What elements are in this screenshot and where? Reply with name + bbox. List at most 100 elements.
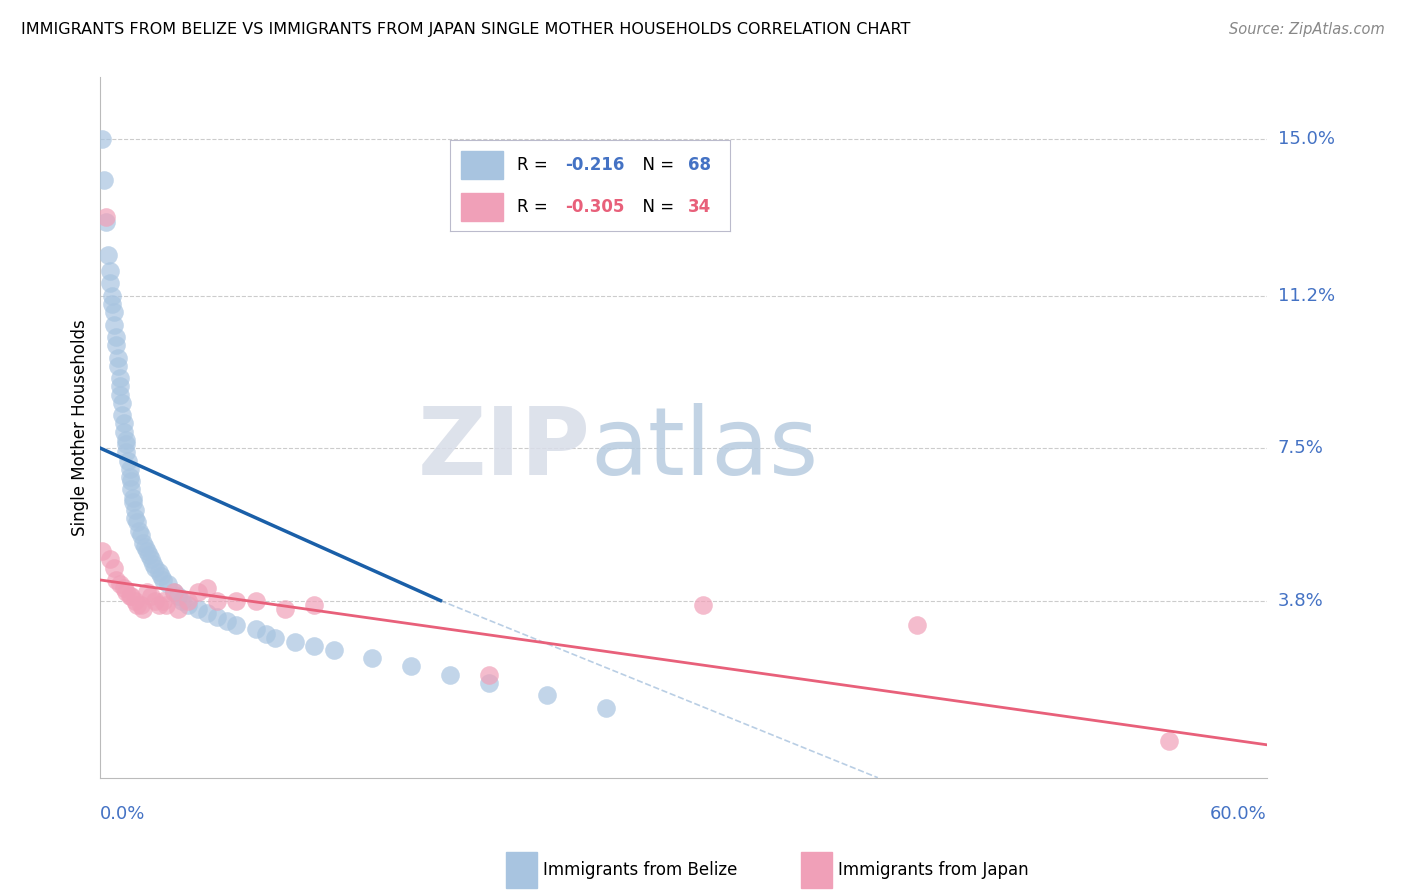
Point	[124, 593, 146, 607]
Point	[120, 483, 142, 497]
Point	[127, 516, 149, 530]
Point	[205, 593, 228, 607]
Text: atlas: atlas	[591, 402, 818, 494]
Point	[104, 330, 127, 344]
Text: Immigrants from Japan: Immigrants from Japan	[838, 861, 1029, 879]
Text: 11.2%: 11.2%	[1278, 286, 1334, 305]
Point	[127, 598, 149, 612]
Point	[149, 569, 172, 583]
Text: IMMIGRANTS FROM BELIZE VS IMMIGRANTS FROM JAPAN SINGLE MOTHER HOUSEHOLDS CORRELA: IMMIGRANTS FROM BELIZE VS IMMIGRANTS FRO…	[21, 22, 911, 37]
Point	[96, 214, 118, 228]
Point	[98, 277, 121, 291]
Point	[302, 598, 325, 612]
Point	[107, 351, 129, 365]
Point	[478, 676, 501, 690]
Point	[195, 581, 218, 595]
Point	[118, 470, 141, 484]
Point	[108, 371, 131, 385]
Text: Source: ZipAtlas.com: Source: ZipAtlas.com	[1229, 22, 1385, 37]
Point	[167, 590, 190, 604]
Point	[120, 590, 142, 604]
Point	[284, 634, 307, 648]
Point	[96, 211, 118, 225]
Point	[139, 552, 162, 566]
Point	[225, 593, 247, 607]
Point	[136, 544, 159, 558]
Point	[274, 602, 297, 616]
Point	[167, 602, 190, 616]
Point	[107, 359, 129, 373]
Point	[134, 540, 156, 554]
Point	[114, 445, 136, 459]
Point	[129, 598, 152, 612]
Text: 15.0%: 15.0%	[1278, 130, 1334, 148]
Point	[103, 560, 125, 574]
Point	[152, 593, 174, 607]
Point	[142, 557, 165, 571]
Point	[148, 598, 170, 612]
Point	[143, 593, 166, 607]
Point	[122, 491, 145, 505]
Point	[114, 437, 136, 451]
Point	[254, 626, 277, 640]
Point	[215, 614, 238, 628]
Point	[401, 659, 423, 673]
Point	[98, 552, 121, 566]
Point	[186, 585, 208, 599]
Text: 3.8%: 3.8%	[1278, 591, 1323, 609]
Text: 0.0%: 0.0%	[100, 805, 146, 823]
Text: Immigrants from Belize: Immigrants from Belize	[543, 861, 737, 879]
Point	[101, 289, 124, 303]
Point	[143, 560, 166, 574]
Point	[129, 527, 152, 541]
Point	[264, 631, 287, 645]
Text: 7.5%: 7.5%	[1278, 439, 1323, 458]
Point	[97, 247, 120, 261]
Point	[322, 643, 344, 657]
Point	[124, 511, 146, 525]
Text: ZIP: ZIP	[418, 402, 591, 494]
Point	[225, 618, 247, 632]
Point	[478, 667, 501, 681]
Y-axis label: Single Mother Households: Single Mother Households	[72, 319, 89, 536]
Point	[195, 606, 218, 620]
Point	[98, 264, 121, 278]
Point	[104, 573, 127, 587]
Point	[120, 474, 142, 488]
Point	[132, 602, 155, 616]
Point	[108, 379, 131, 393]
Point	[112, 417, 135, 431]
Point	[111, 408, 134, 422]
Point	[205, 610, 228, 624]
Point	[157, 577, 180, 591]
Point	[245, 623, 267, 637]
Point	[111, 396, 134, 410]
Point	[118, 462, 141, 476]
Point	[152, 573, 174, 587]
Point	[132, 536, 155, 550]
Point	[139, 590, 162, 604]
Point	[103, 305, 125, 319]
Point	[138, 548, 160, 562]
Point	[117, 453, 139, 467]
Point	[148, 565, 170, 579]
Point	[186, 602, 208, 616]
Point	[104, 338, 127, 352]
Point	[108, 577, 131, 591]
Point	[595, 700, 617, 714]
Point	[93, 173, 115, 187]
Point	[361, 651, 384, 665]
Point	[245, 593, 267, 607]
Point	[108, 387, 131, 401]
Point	[177, 593, 200, 607]
Point	[692, 598, 714, 612]
Point	[170, 593, 193, 607]
Point	[536, 689, 558, 703]
Text: 60.0%: 60.0%	[1209, 805, 1267, 823]
Point	[439, 667, 461, 681]
Point	[1159, 733, 1181, 747]
Point	[103, 318, 125, 332]
Point	[112, 425, 135, 439]
Point	[91, 132, 114, 146]
Point	[122, 494, 145, 508]
